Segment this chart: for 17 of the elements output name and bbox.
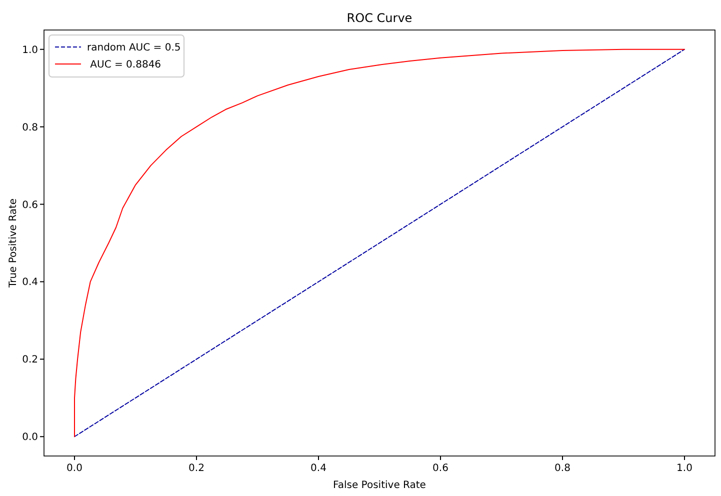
x-tick-label: 1.0	[676, 463, 692, 474]
x-tick-label: 0.6	[432, 463, 448, 474]
x-tick-label: 0.4	[310, 463, 326, 474]
y-tick-label: 1.0	[22, 44, 38, 56]
x-tick-label: 0.2	[188, 463, 204, 474]
y-tick-label: 0.4	[22, 277, 38, 288]
x-axis-title: False Positive Rate	[333, 480, 426, 491]
legend-label: random AUC = 0.5	[87, 42, 181, 54]
chart-title: ROC Curve	[346, 11, 412, 25]
y-tick-label: 0.6	[22, 200, 38, 211]
x-tick-label: 0.0	[66, 463, 82, 474]
y-axis-title: True Positive Rate	[8, 198, 19, 289]
y-tick-label: 0.0	[22, 432, 38, 444]
x-tick-label: 0.8	[554, 463, 570, 474]
y-tick-label: 0.8	[22, 122, 38, 134]
y-tick-label: 0.2	[22, 354, 38, 366]
legend-label: AUC = 0.8846	[87, 60, 162, 70]
